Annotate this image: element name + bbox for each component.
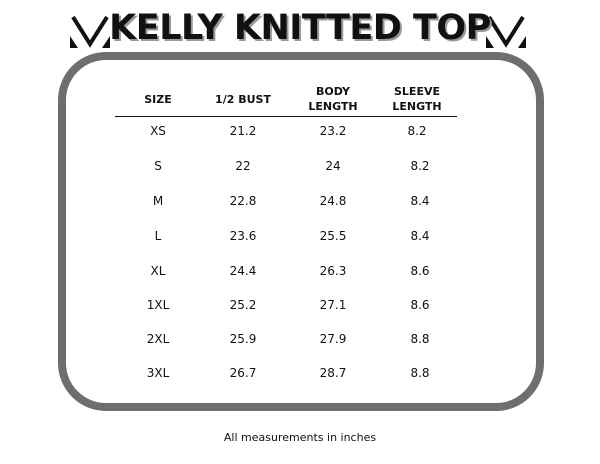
table-cell: 8.6 [410, 264, 430, 278]
table-cell: 23.2 [319, 124, 347, 138]
table-cell: 8.8 [410, 332, 430, 346]
header-divider [115, 116, 457, 117]
table-cell: 25.2 [229, 298, 257, 312]
table-cell: 28.7 [319, 366, 347, 380]
page-title: KELLY KNITTED TOP [109, 8, 491, 48]
column-header: BODY LENGTH [308, 85, 358, 113]
table-cell: 26.7 [229, 366, 257, 380]
table-cell: 26.3 [319, 264, 347, 278]
table-cell: 24.4 [229, 264, 257, 278]
table-cell: 21.2 [229, 124, 257, 138]
table-cell: 25.9 [229, 332, 257, 346]
size-chart-frame [58, 52, 544, 411]
table-cell: 27.1 [319, 298, 347, 312]
table-cell: 22.8 [229, 194, 257, 208]
table-cell: S [154, 159, 162, 173]
column-header: SLEEVE LENGTH [392, 85, 442, 113]
table-cell: 8.8 [410, 366, 430, 380]
column-header: 1/2 BUST [215, 93, 271, 106]
table-cell: 23.6 [229, 229, 257, 243]
table-cell: 24 [325, 159, 341, 173]
table-cell: 1XL [146, 298, 170, 312]
table-cell: 24.8 [319, 194, 347, 208]
table-cell: 8.4 [410, 194, 430, 208]
table-cell: 27.9 [319, 332, 347, 346]
table-cell: XS [150, 124, 166, 138]
table-cell: 8.4 [410, 229, 430, 243]
table-cell: 8.2 [407, 124, 427, 138]
brand-logo [70, 15, 110, 48]
table-cell: M [152, 194, 164, 208]
table-cell: L [154, 229, 162, 243]
table-cell: 22 [235, 159, 251, 173]
column-header: SIZE [144, 93, 172, 106]
table-cell: 2XL [146, 332, 170, 346]
table-cell: 8.6 [410, 298, 430, 312]
table-cell: XL [150, 264, 166, 278]
brand-logo [486, 15, 526, 48]
table-cell: 3XL [146, 366, 170, 380]
footer-note: All measurements in inches [223, 431, 377, 444]
table-cell: 8.2 [410, 159, 430, 173]
table-cell: 25.5 [319, 229, 347, 243]
